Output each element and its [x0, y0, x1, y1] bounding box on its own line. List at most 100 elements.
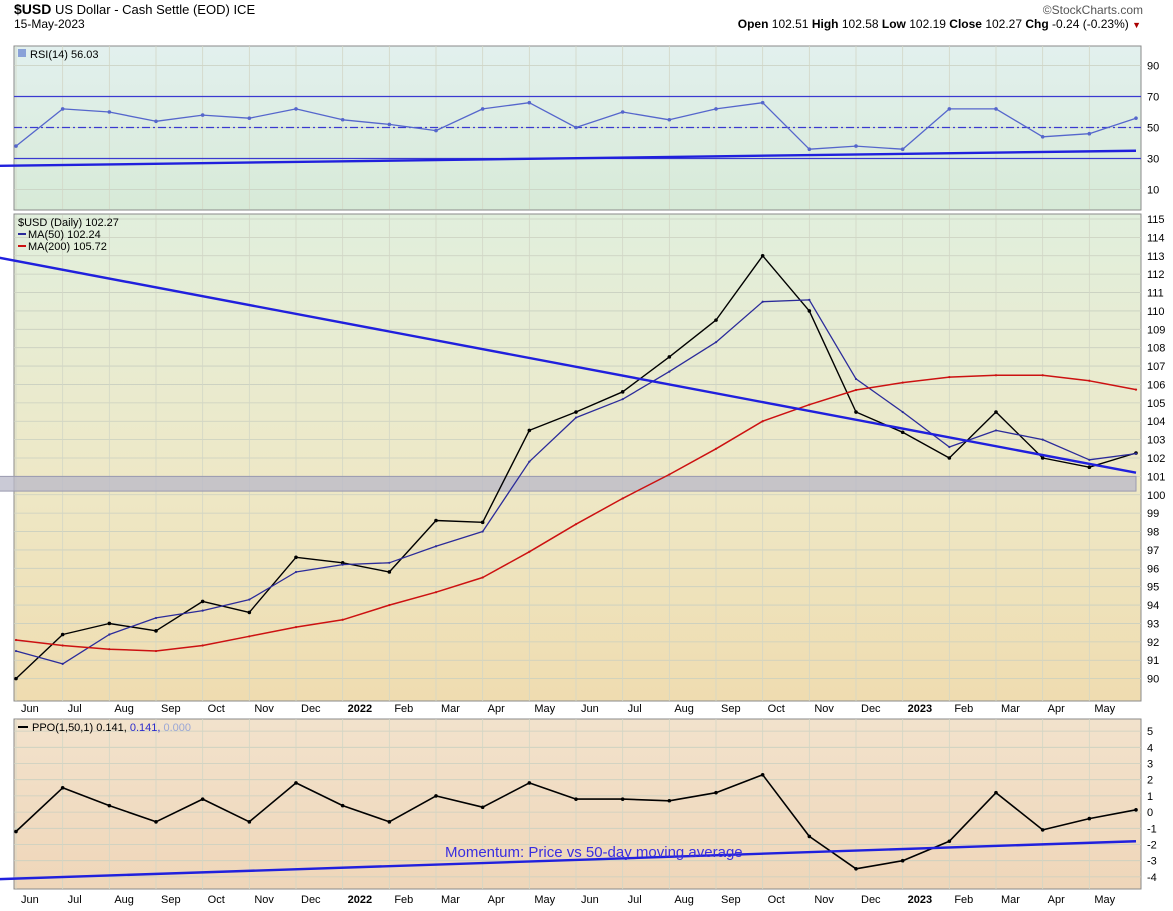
ppo-legend-part: 0.141, [130, 722, 164, 734]
ma50-point [714, 341, 718, 344]
rsi-point [340, 117, 345, 122]
price-y-tick-label: 115 [1147, 214, 1165, 226]
brand-logo[interactable]: ©StockCharts.com [1042, 3, 1143, 17]
price-x-tick-label: Dec [301, 703, 321, 715]
ppo-point [107, 803, 112, 808]
ppo-point [574, 797, 578, 801]
rsi-y-tick-label: 50 [1147, 123, 1159, 135]
ppo-point [947, 839, 952, 844]
symbol: $USD [14, 1, 52, 17]
price-panel-bg [13, 213, 1142, 702]
ppo-x-tick-label: Feb [954, 894, 973, 906]
close-label: Close [949, 17, 982, 31]
ma200-point [201, 644, 204, 647]
ppo-x-tick-label: Jul [628, 894, 642, 906]
ma200-point [154, 649, 158, 653]
ppo-x-tick-label: Feb [394, 894, 413, 906]
price-series-point [854, 410, 858, 414]
price-y-tick-label: 98 [1147, 527, 1159, 539]
open-value: 102.51 [771, 17, 809, 31]
ppo-panel: -4 -3 -2 -1 0 1 2 3 4 5 Jun Jul Aug Sep Oct Nov Dec 2022… [0, 718, 1157, 906]
rsi-point [854, 144, 858, 148]
ma50-point [434, 545, 438, 548]
ppo-x-tick-label: May [1094, 894, 1115, 906]
ma50-point [294, 570, 298, 574]
ma50-point [854, 377, 858, 381]
price-x-tick-label: May [534, 703, 555, 715]
rsi-legend: RSI(14) 56.03 [30, 49, 98, 61]
ma200-point [108, 648, 111, 651]
ma50-point [994, 429, 998, 432]
ma200-point [388, 603, 391, 607]
price-legend: $USD (Daily) 102.27 [18, 217, 119, 229]
price-x-tick-label: Apr [1048, 703, 1065, 715]
rsi-point [480, 107, 485, 111]
price-y-tick-label: 100 [1147, 490, 1165, 502]
ma50-point [621, 398, 624, 401]
ppo-x-tick-label: Apr [1048, 894, 1065, 906]
rsi-point [434, 128, 438, 133]
ma200-point [668, 473, 671, 476]
ppo-point [14, 829, 18, 834]
chart-title: $USD US Dollar - Cash Settle (EOD) ICE [14, 2, 255, 17]
rsi-point [620, 110, 625, 114]
ma50-legend: MA(50) 102.24 [28, 229, 101, 241]
price-y-tick-label: 114 [1147, 232, 1165, 244]
price-series-point [294, 555, 298, 560]
price-y-tick-label: 101 [1147, 471, 1165, 483]
low-label: Low [881, 17, 906, 31]
ma200-point [528, 550, 531, 553]
ppo-point [760, 773, 765, 777]
ppo-point [807, 834, 812, 839]
price-series-point [667, 355, 672, 359]
ppo-x-tick-label: Jul [68, 894, 82, 906]
ppo-y-tick-label: 2 [1147, 775, 1153, 787]
ma200-point [434, 591, 438, 594]
ma200-point [1041, 374, 1044, 377]
price-series-point [247, 610, 252, 615]
rsi-y-tick-label: 30 [1147, 154, 1159, 166]
price-y-tick-label: 104 [1147, 416, 1165, 428]
rsi-point [247, 116, 252, 120]
ppo-point [200, 797, 205, 801]
ma200-legend: MA(200) 105.72 [28, 241, 107, 253]
ppo-x-tick-label: Sep [721, 894, 741, 906]
ppo-legend: PPO(1,50,1) 0.141, 0.141, 0.000 [32, 722, 191, 734]
ma50-point [248, 598, 251, 601]
price-x-tick-label: Jun [581, 703, 599, 715]
rsi-point [107, 110, 112, 114]
price-series-point [574, 410, 578, 414]
ppo-x-tick-label: 2022 [348, 894, 372, 906]
ppo-point [854, 867, 858, 871]
ppo-y-tick-label: -3 [1147, 856, 1157, 868]
ppo-y-tick-label: 3 [1147, 759, 1153, 771]
instrument-name: US Dollar - Cash Settle (EOD) [54, 2, 230, 17]
ppo-point [247, 820, 252, 824]
ppo-x-tick-label: Mar [441, 894, 460, 906]
ma200-point [901, 381, 904, 384]
high-label: High [811, 17, 839, 31]
price-series-point [994, 410, 998, 414]
price-y-tick-label: 90 [1147, 674, 1159, 686]
price-x-tick-label: Jul [68, 703, 82, 715]
open-label: Open [737, 17, 769, 31]
ppo-point [434, 794, 438, 798]
rsi-point [947, 107, 952, 111]
rsi-point [760, 100, 765, 105]
price-x-tick-label: Oct [208, 703, 225, 715]
ppo-legend-part: 0.000 [163, 722, 191, 734]
ma200-point [621, 497, 624, 500]
ma50-point [668, 370, 671, 373]
price-trendline [0, 256, 1137, 474]
rsi-y-tick-label: 90 [1147, 61, 1159, 73]
price-series-point [807, 309, 812, 313]
ma200-point [248, 635, 251, 638]
ma200-point [481, 576, 484, 579]
chg-value: -0.24 (-0.23%) [1052, 17, 1129, 31]
ppo-x-tick-label: Oct [208, 894, 225, 906]
ppo-x-tick-label: Aug [674, 894, 694, 906]
ppo-point [340, 803, 345, 808]
ppo-annotation: Momentum: Price vs 50-day moving average [445, 844, 743, 861]
price-series-point [14, 676, 18, 681]
